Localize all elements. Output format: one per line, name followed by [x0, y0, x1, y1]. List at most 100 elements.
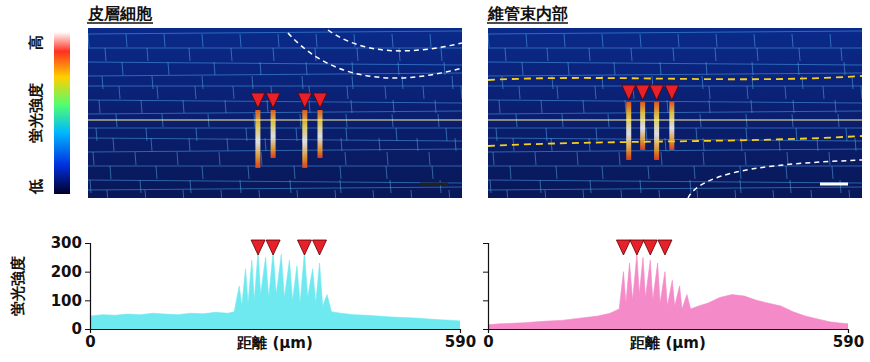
cell-wall [183, 100, 184, 113]
x-tick-label: 590 [445, 333, 476, 351]
cell-wall [430, 34, 431, 47]
x-tick-label: 590 [833, 333, 864, 351]
signal-streak [626, 102, 631, 160]
cell-wall [357, 48, 358, 61]
cell-wall [88, 34, 89, 47]
cell-wall [659, 190, 660, 198]
micrograph-bg [88, 28, 462, 198]
cell-wall [225, 100, 226, 113]
peak-arrowhead [630, 240, 644, 255]
outline-dashed [328, 30, 462, 51]
cell-wall [392, 34, 393, 47]
outline-dashed [288, 33, 462, 78]
cell-wall [102, 76, 103, 89]
vascular-boundary [488, 76, 862, 80]
cell-wall [390, 180, 391, 193]
cell-wall [786, 166, 787, 179]
peak-arrowhead [643, 240, 657, 255]
profile-line [488, 119, 862, 120]
x-axis-line [91, 330, 461, 334]
cell-wall [502, 76, 503, 89]
cell-wall [787, 152, 788, 165]
cell-wall [510, 166, 511, 179]
cell-wall [690, 180, 691, 193]
cell-wall [168, 62, 169, 75]
peak-arrowhead [658, 240, 672, 255]
cell-wall [183, 190, 184, 198]
outline-dashed [688, 160, 862, 198]
cell-wall [195, 86, 196, 99]
cell-wall [640, 180, 641, 193]
signal-streak [654, 102, 659, 160]
cell-wall [631, 48, 632, 61]
image-arrowhead [665, 85, 679, 100]
cell-wall [202, 166, 203, 179]
cell-wall [267, 100, 268, 113]
y-tick-mark [483, 300, 488, 301]
cell-wall [602, 34, 603, 47]
cell-wall [754, 34, 755, 47]
cell-wall [335, 190, 336, 198]
cell-wall [248, 166, 249, 179]
intensity-profile [488, 254, 848, 329]
cell-wall [547, 48, 548, 61]
x-tick: 590 [445, 329, 476, 351]
y-axis-line [483, 244, 489, 330]
cell-wall [385, 86, 386, 99]
micrograph [88, 28, 462, 198]
cell-wall [849, 190, 850, 198]
cell-wall [640, 34, 641, 47]
cell-wall [747, 86, 748, 99]
cell-wall [297, 190, 298, 198]
cell-wall [113, 138, 114, 151]
cell-wall [832, 166, 833, 179]
cell-wall [119, 86, 120, 99]
colorbar [54, 32, 70, 194]
cell-wall [309, 100, 310, 113]
cell-wall [602, 166, 603, 179]
cell-wall [88, 187, 462, 190]
cell-wall [665, 138, 666, 151]
cell-wall [660, 62, 661, 75]
cell-wall [278, 34, 279, 47]
cell-wall [752, 76, 753, 89]
image-arrowhead [251, 93, 265, 108]
cell-wall [488, 31, 862, 34]
cell-wall [589, 138, 590, 151]
signal-streak [271, 110, 276, 158]
cell-wall [290, 180, 291, 193]
cell-wall [568, 62, 569, 75]
y-tick-label: 100 [51, 292, 82, 310]
cell-wall [240, 180, 241, 193]
cell-wall [488, 187, 862, 190]
cell-wall [577, 152, 578, 165]
plot-area [488, 254, 848, 329]
cell-wall [703, 152, 704, 165]
cell-wall [564, 34, 565, 47]
y-tick-mark [85, 329, 90, 330]
cell-wall [488, 62, 862, 65]
cell-wall [96, 128, 97, 141]
cell-wall [399, 48, 400, 61]
cell-wall [177, 152, 178, 165]
cell-wall [141, 100, 142, 113]
cell-wall [540, 180, 541, 193]
cell-wall [751, 100, 752, 113]
cell-wall [146, 128, 147, 141]
x-tick-label: 0 [85, 333, 95, 351]
cell-wall [556, 166, 557, 179]
cell-wall [488, 100, 862, 103]
cell-wall [90, 180, 91, 193]
y-axis-title: 蛍光強度 [9, 256, 27, 316]
cell-wall [840, 180, 841, 193]
cell-wall [773, 190, 774, 198]
cell-wall [88, 73, 462, 76]
cell-wall [490, 180, 491, 193]
cell-wall [790, 180, 791, 193]
cell-wall [792, 34, 793, 47]
cell-wall [452, 76, 453, 89]
cell-wall [354, 34, 355, 47]
cell-wall [352, 76, 353, 89]
cell-wall [526, 34, 527, 47]
cell-wall [340, 180, 341, 193]
